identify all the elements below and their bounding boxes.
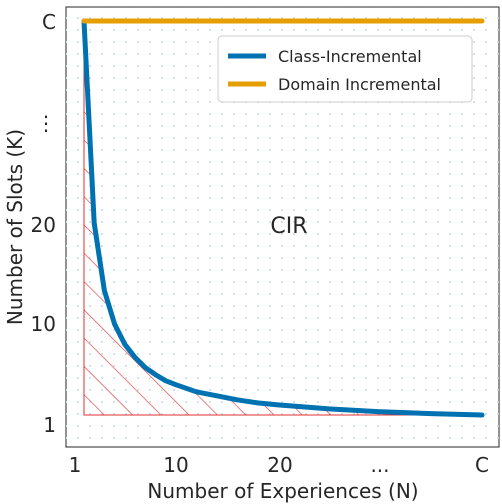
cir-annotation: CIR <box>270 214 307 239</box>
legend: Class-Incremental Domain Incremental <box>217 35 473 103</box>
series-line-class-incremental <box>81 18 485 418</box>
y-tick-label: 20 <box>31 213 56 237</box>
y-tick-label: C <box>42 10 56 34</box>
legend-label-class-incremental: Class-Incremental <box>278 47 422 66</box>
x-axis-title: Number of Experiences (N) <box>147 479 418 503</box>
x-tick-label: C <box>475 453 489 477</box>
x-tick-label: 1 <box>69 453 82 477</box>
y-tick-label: 1 <box>43 413 56 437</box>
x-tick-label: 20 <box>267 453 292 477</box>
x-tick-label: ... <box>370 453 389 477</box>
legend-box <box>217 35 473 103</box>
x-ticks: 1 10 20... C <box>69 453 489 477</box>
legend-label-domain-incremental: Domain Incremental <box>278 75 441 94</box>
y-tick-label: ⋮ <box>36 111 56 135</box>
series-layer <box>81 18 485 418</box>
y-axis-title: Number of Slots (K) <box>3 129 27 325</box>
x-tick-label: 10 <box>163 453 188 477</box>
y-ticks: 1 10 20 ⋮ C <box>31 10 56 437</box>
y-tick-label: 10 <box>31 312 56 336</box>
